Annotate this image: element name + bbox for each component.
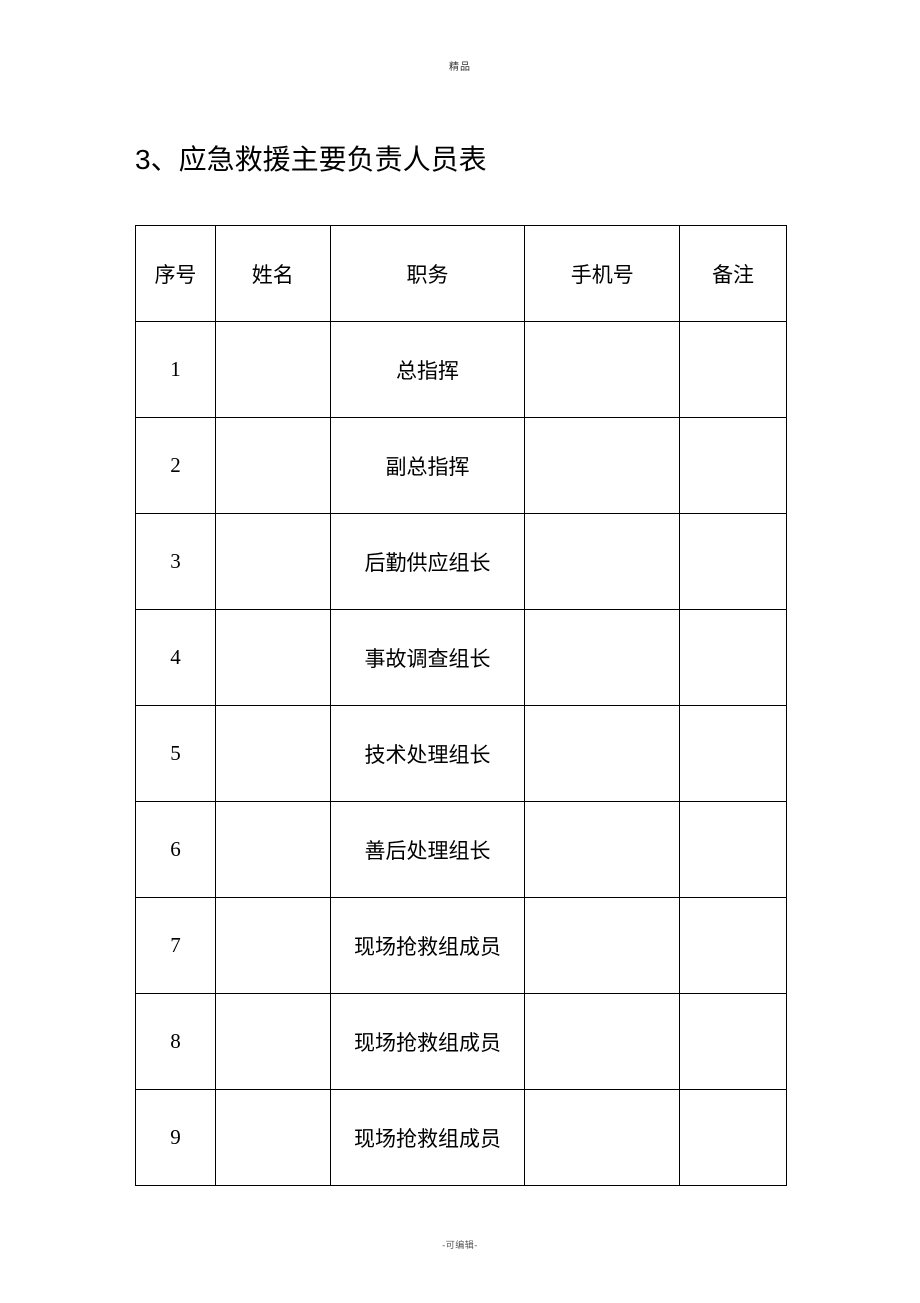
cell-phone [525, 322, 680, 418]
cell-position: 总指挥 [330, 322, 525, 418]
cell-phone [525, 610, 680, 706]
table-row: 9 现场抢救组成员 [136, 1090, 787, 1186]
cell-name [215, 802, 330, 898]
table-row: 2 副总指挥 [136, 418, 787, 514]
cell-seq: 6 [136, 802, 216, 898]
page-header: 精品 [449, 58, 471, 73]
cell-seq: 3 [136, 514, 216, 610]
title-separator: 、 [151, 145, 179, 176]
cell-remark [680, 418, 787, 514]
cell-remark [680, 706, 787, 802]
cell-position: 现场抢救组成员 [330, 1090, 525, 1186]
cell-seq: 2 [136, 418, 216, 514]
cell-phone [525, 418, 680, 514]
header-remark: 备注 [680, 226, 787, 322]
cell-remark [680, 802, 787, 898]
cell-seq: 8 [136, 994, 216, 1090]
page-title: 3、应急救援主要负责人员表 [135, 138, 487, 178]
cell-seq: 4 [136, 610, 216, 706]
cell-name [215, 610, 330, 706]
cell-seq: 7 [136, 898, 216, 994]
cell-name [215, 898, 330, 994]
cell-seq: 1 [136, 322, 216, 418]
cell-position: 技术处理组长 [330, 706, 525, 802]
header-phone: 手机号 [525, 226, 680, 322]
table-body: 1 总指挥 2 副总指挥 3 后勤供应组长 4 事故调查组长 [136, 322, 787, 1186]
cell-position: 善后处理组长 [330, 802, 525, 898]
cell-seq: 5 [136, 706, 216, 802]
cell-position: 事故调查组长 [330, 610, 525, 706]
title-text: 应急救援主要负责人员表 [179, 145, 487, 176]
table-row: 1 总指挥 [136, 322, 787, 418]
page-footer: -可编辑- [442, 1238, 478, 1251]
cell-name [215, 994, 330, 1090]
cell-seq: 9 [136, 1090, 216, 1186]
header-seq: 序号 [136, 226, 216, 322]
cell-name [215, 322, 330, 418]
cell-remark [680, 610, 787, 706]
table-row: 5 技术处理组长 [136, 706, 787, 802]
cell-remark [680, 1090, 787, 1186]
cell-name [215, 1090, 330, 1186]
cell-remark [680, 898, 787, 994]
cell-phone [525, 1090, 680, 1186]
cell-name [215, 706, 330, 802]
title-number: 3 [135, 144, 151, 175]
cell-position: 现场抢救组成员 [330, 898, 525, 994]
cell-position: 副总指挥 [330, 418, 525, 514]
table-row: 6 善后处理组长 [136, 802, 787, 898]
header-name: 姓名 [215, 226, 330, 322]
table-row: 8 现场抢救组成员 [136, 994, 787, 1090]
cell-position: 后勤供应组长 [330, 514, 525, 610]
table-header-row: 序号 姓名 职务 手机号 备注 [136, 226, 787, 322]
header-position: 职务 [330, 226, 525, 322]
cell-phone [525, 994, 680, 1090]
cell-remark [680, 994, 787, 1090]
cell-name [215, 514, 330, 610]
cell-phone [525, 802, 680, 898]
personnel-table: 序号 姓名 职务 手机号 备注 1 总指挥 2 副总指挥 3 后勤供应组长 [135, 225, 787, 1186]
cell-remark [680, 322, 787, 418]
cell-phone [525, 706, 680, 802]
cell-name [215, 418, 330, 514]
table-row: 3 后勤供应组长 [136, 514, 787, 610]
cell-position: 现场抢救组成员 [330, 994, 525, 1090]
cell-phone [525, 514, 680, 610]
cell-phone [525, 898, 680, 994]
cell-remark [680, 514, 787, 610]
table-row: 4 事故调查组长 [136, 610, 787, 706]
table-row: 7 现场抢救组成员 [136, 898, 787, 994]
